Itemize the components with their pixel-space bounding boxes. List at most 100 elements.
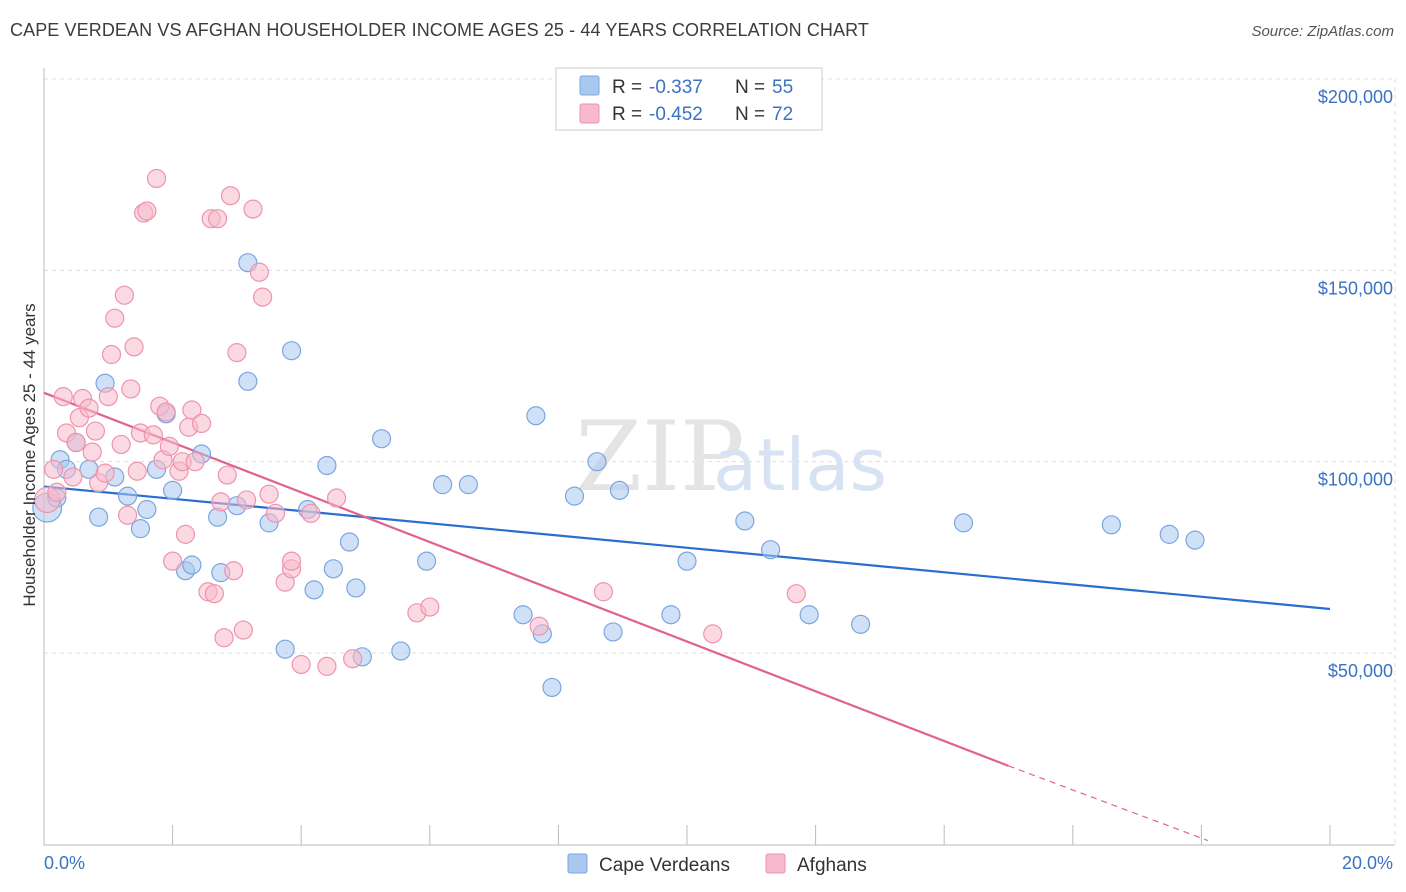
cape-verdean-point-50 [799,605,819,625]
y-tick-labels: $50,000 $100,000 $150,000 $200,000 [1318,87,1393,681]
afghan-point-67 [529,616,549,636]
afghan-point-42 [204,584,224,604]
afghan-point-11 [85,421,106,441]
data-points [32,168,1205,698]
afghan-point-54 [253,287,273,307]
cape-verdean-point-22 [238,371,258,391]
afghan-point-22 [127,461,147,481]
afghan-point-14 [98,387,118,407]
afghan-point-3 [53,387,73,407]
cape-verdean-point-47 [677,551,697,571]
afghan-point-31 [159,436,179,456]
cape-verdean-point-37 [458,475,478,495]
afghan-point-38 [185,452,205,472]
afghan-point-46 [217,465,237,485]
cape-verdean-point-52 [953,513,974,533]
cape-verdean-point-49 [760,540,781,560]
cape-verdean-point-27 [304,580,324,600]
bottom-legend-label-cape-verdeans: Cape Verdeans [599,855,730,876]
cape-verdean-point-38 [513,605,533,625]
cape-verdean-point-39 [526,406,546,426]
legend-frame [555,67,823,131]
afghan-point-19 [117,505,138,525]
x-tick-label-max: 20.0% [1342,853,1393,873]
legend-n-value-1: 72 [772,104,793,125]
cape-verdean-point-10 [130,519,151,539]
legend-r-label-1: R = [612,104,642,125]
afghan-point-13 [95,463,115,483]
cape-verdean-point-31 [346,578,366,598]
cape-verdean-point-36 [433,475,453,495]
afghan-point-25 [137,201,157,221]
afghan-trend-line-extension [1008,765,1209,842]
cape-verdean-point-9 [117,486,138,506]
chart-source: Source: ZipAtlas.com [1251,23,1394,40]
afghan-point-60 [291,654,311,675]
cape-verdean-point-41 [542,677,562,698]
cape-verdean-point-16 [182,555,202,575]
bottom-legend: Cape Verdeans Afghans [567,853,867,876]
afghan-point-21 [124,337,144,357]
afghan-point-59 [281,551,302,571]
afghan-point-43 [208,209,228,229]
afghan-point-39 [191,413,212,433]
afghan-point-51 [236,490,257,510]
cape-verdean-point-34 [391,641,411,661]
afghan-point-27 [146,168,167,189]
afghan-point-52 [243,199,263,219]
afghan-point-70 [786,584,806,604]
legend-r-value-1: -0.452 [649,104,703,125]
legend-n-label-0: N = [735,77,765,98]
afghan-point-50 [233,620,253,640]
afghan-point-17 [111,434,131,455]
afghan-point-55 [259,484,279,504]
afghan-point-20 [121,379,141,399]
cape-verdean-point-53 [1101,515,1121,535]
legend-r-label-0: R = [612,77,642,98]
legend-n-label-1: N = [735,104,765,125]
legend-box: R = -0.337 N = 55 R = -0.452 N = 72 [555,67,823,131]
chart-title: CAPE VERDEAN VS AFGHAN HOUSEHOLDER INCOM… [10,20,870,40]
cape-verdean-point-44 [603,622,623,642]
cape-verdean-point-14 [163,480,183,500]
afghan-point-68 [593,582,614,602]
afghan-point-2 [47,482,67,502]
bottom-legend-swatch-cape-verdeans [567,853,588,874]
afghan-point-47 [220,186,241,206]
cape-verdean-point-45 [609,480,630,500]
afghan-point-5 [63,467,83,487]
afghan-point-15 [101,344,122,365]
y-tick-label-2: $150,000 [1318,278,1393,298]
y-tick-label-1: $100,000 [1318,470,1393,490]
x-tick-labels: 0.0% 20.0% [44,853,1393,873]
y-axis-label: Householder Income Ages 25 - 44 years [20,303,39,606]
cape-verdean-point-30 [339,532,360,552]
cape-verdean-point-54 [1159,524,1179,544]
cape-verdean-point-11 [137,499,157,520]
y-tick-label-0: $50,000 [1328,661,1393,681]
afghan-point-30 [156,402,176,422]
cape-verdean-point-55 [1185,530,1205,550]
legend-swatch-blue [579,75,600,96]
cape-verdean-point-46 [661,605,681,625]
cape-verdean-point-51 [851,614,871,634]
afghan-point-32 [163,551,183,571]
afghan-point-18 [114,285,134,305]
afghan-point-10 [82,442,102,462]
afghan-point-6 [66,432,86,453]
cape-verdean-point-43 [587,452,607,472]
afghan-point-64 [343,649,363,669]
watermark: ZIP atlas [575,401,887,513]
cape-verdean-point-24 [275,639,295,659]
cape-verdean-point-42 [564,486,585,506]
afghan-point-35 [175,524,196,544]
legend-r-value-0: -0.337 [649,77,703,98]
afghan-point-44 [211,492,231,512]
afghan-point-48 [224,561,244,581]
cape-verdean-point-25 [281,341,302,361]
y-tick-label-3: $200,000 [1318,87,1393,107]
cape-verdean-trend-line [43,485,1331,611]
afghan-point-16 [105,308,125,328]
watermark-atlas: atlas [713,423,887,507]
